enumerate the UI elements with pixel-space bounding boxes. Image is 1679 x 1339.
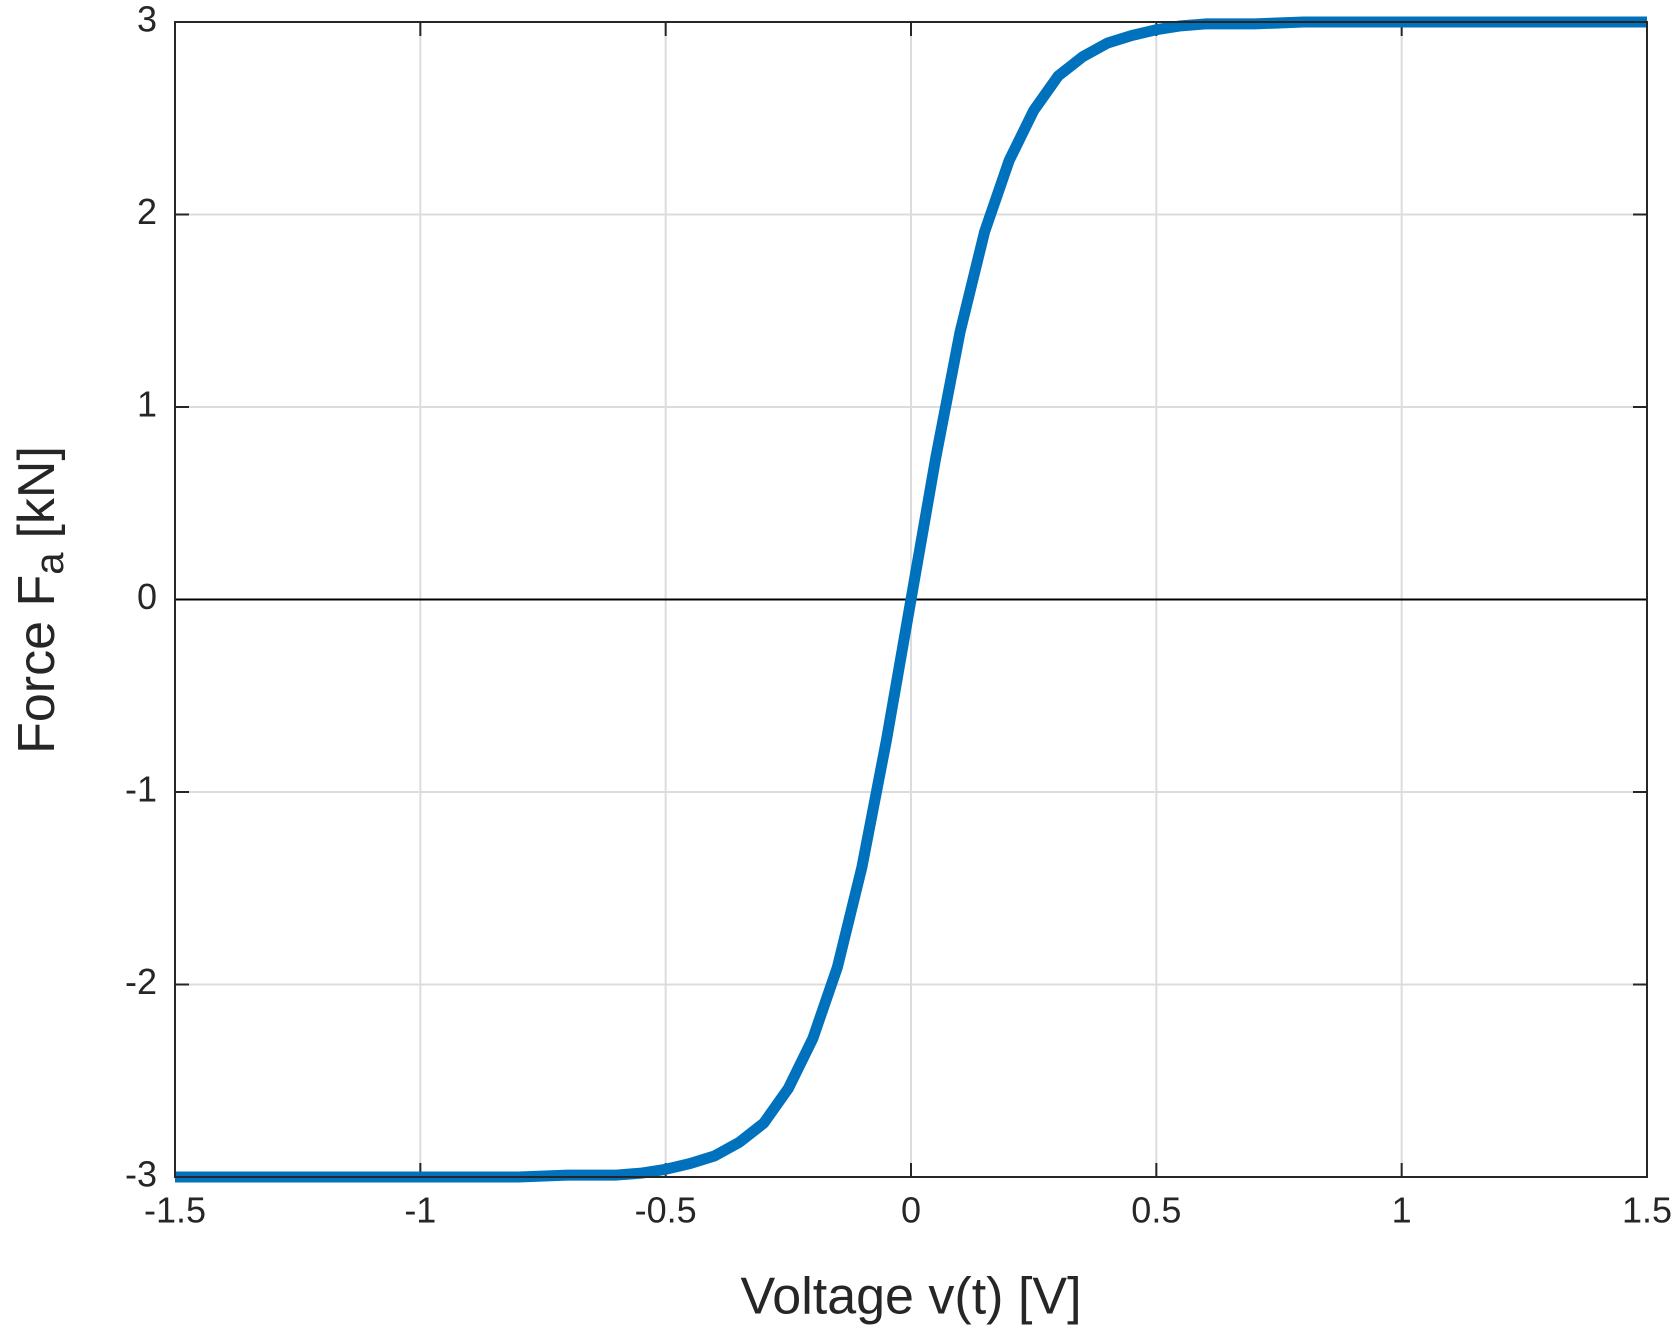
y-tick-label: -2 [125, 961, 157, 1002]
y-tick-label: 2 [137, 191, 157, 232]
x-tick-label: 1 [1392, 1190, 1412, 1231]
x-tick-label: -0.5 [635, 1190, 697, 1231]
x-tick-label: 0 [901, 1190, 921, 1231]
y-axis-label: Force Fa [kN] [8, 446, 72, 754]
y-label-main: Force F [8, 575, 66, 754]
y-tick-label: 0 [137, 576, 157, 617]
x-tick-label: 0.5 [1131, 1190, 1181, 1231]
plot-frame [174, 21, 1648, 1178]
x-tick-label: 1.5 [1622, 1190, 1672, 1231]
x-axis-label: Voltage v(t) [V] [740, 1268, 1081, 1326]
y-tick-label: -3 [125, 1154, 157, 1195]
y-label-sub: a [28, 552, 72, 575]
y-tick-label: -1 [125, 769, 157, 810]
y-label-unit: [kN] [8, 446, 66, 538]
x-tick-label: -1 [404, 1190, 436, 1231]
x-tick-label: -1.5 [144, 1190, 206, 1231]
data-line [175, 16, 1647, 1183]
y-tick-label: 1 [137, 384, 157, 425]
y-tick-label: 3 [137, 0, 157, 40]
